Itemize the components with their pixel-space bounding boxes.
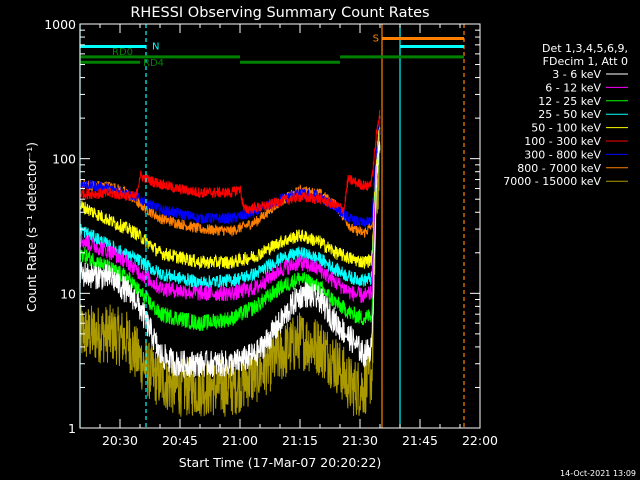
legend-header-1: FDecim 1, Att 0: [543, 55, 628, 68]
series-line-8: [80, 137, 381, 417]
axes-layer: 20:30 20:45 21:00 21:15 21:30 21:45 22:00 1 10 10…: [44, 17, 498, 448]
legend-label-3: 25 - 50 keV: [538, 108, 601, 121]
legend-label-8: 7000 - 15000 keV: [503, 175, 601, 188]
x-tick-label: 21:45: [402, 433, 438, 448]
flag-label-2: RD0: [112, 47, 133, 58]
series-line-2: [80, 144, 381, 331]
legend-label-0: 3 - 6 keV: [552, 68, 601, 81]
x-tick-label: 20:45: [162, 433, 198, 448]
x-tick-label: 21:15: [282, 433, 318, 448]
y-tick-label: 100: [52, 152, 76, 167]
x-axis-label: Start Time (17-Mar-07 20:20:22): [179, 455, 382, 470]
legend: Det 1,3,4,5,6,9,FDecim 1, Att 03 - 6 keV…: [503, 42, 628, 188]
series-line-5: [80, 109, 381, 215]
y-tick-label: 1000: [44, 17, 76, 32]
footer-date: 14-Oct-2021 13:09: [560, 469, 636, 478]
flag-label-0: N: [152, 42, 159, 53]
plot-area: [80, 109, 381, 417]
data-layer: N S RD0 RD4: [79, 24, 465, 428]
legend-label-6: 300 - 800 keV: [524, 148, 601, 161]
legend-label-5: 100 - 300 keV: [524, 135, 601, 148]
y-tick-label: 10: [60, 286, 76, 301]
chart-title: RHESSI Observing Summary Count Rates: [130, 5, 429, 21]
x-tick-label: 21:00: [222, 433, 258, 448]
legend-label-1: 6 - 12 keV: [545, 81, 601, 94]
x-tick-label: 22:00: [462, 433, 498, 448]
flag-label-1: S: [373, 34, 379, 45]
legend-label-4: 50 - 100 keV: [531, 122, 601, 135]
legend-label-7: 800 - 7000 keV: [517, 162, 601, 175]
x-tick-label: 21:30: [342, 433, 378, 448]
legend-header-0: Det 1,3,4,5,6,9,: [542, 42, 628, 55]
series-line-1: [80, 129, 381, 303]
series-line-4: [80, 127, 381, 270]
flag-label-3: RD4: [143, 58, 164, 69]
x-tick-label: 20:30: [102, 433, 138, 448]
series-line-6: [80, 118, 381, 228]
series-line-0: [80, 141, 381, 379]
series-line-3: [80, 130, 381, 290]
y-axis-label: Count Rate (s⁻¹ detector⁻¹): [24, 142, 39, 312]
y-tick-label: 1: [68, 421, 76, 436]
legend-label-2: 12 - 25 keV: [538, 95, 601, 108]
